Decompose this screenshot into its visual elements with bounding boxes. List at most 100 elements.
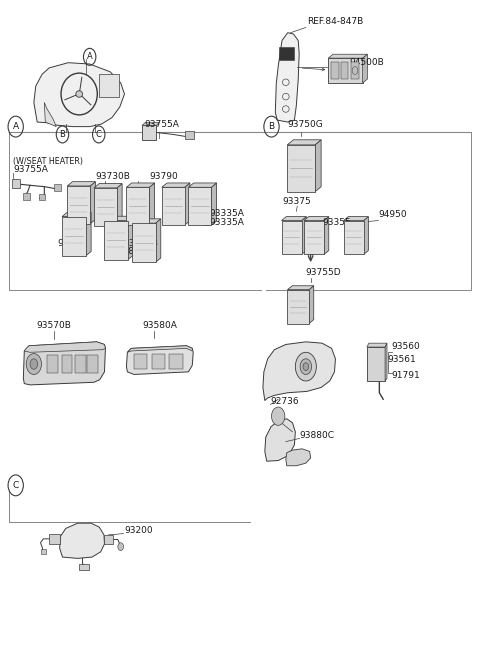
Circle shape	[295, 352, 316, 381]
Text: 93980B: 93980B	[111, 248, 146, 256]
Text: A: A	[87, 52, 93, 62]
Bar	[331, 62, 339, 79]
Polygon shape	[265, 419, 295, 461]
Text: 93335A: 93335A	[209, 209, 244, 218]
Bar	[132, 223, 156, 262]
Text: 93755A: 93755A	[13, 164, 48, 174]
Circle shape	[26, 354, 41, 375]
Polygon shape	[60, 523, 105, 558]
Bar	[279, 47, 294, 60]
Polygon shape	[281, 217, 306, 221]
Polygon shape	[24, 342, 106, 352]
Polygon shape	[324, 217, 329, 254]
Text: 93560: 93560	[392, 342, 420, 351]
Bar	[99, 74, 119, 97]
Text: 92736: 92736	[271, 397, 299, 405]
Bar	[367, 347, 385, 381]
Bar	[152, 354, 165, 369]
Text: 93755A: 93755A	[144, 120, 180, 128]
Polygon shape	[126, 346, 193, 375]
Text: REF.84-847B: REF.84-847B	[307, 17, 363, 26]
Bar	[79, 563, 89, 570]
Bar	[344, 221, 364, 254]
Bar	[47, 355, 58, 373]
Polygon shape	[156, 219, 161, 262]
Text: 93200: 93200	[124, 526, 153, 535]
Bar	[126, 187, 149, 225]
Bar	[281, 221, 301, 254]
Polygon shape	[328, 54, 367, 58]
Text: C: C	[96, 130, 102, 139]
Bar	[341, 62, 348, 79]
Bar	[142, 125, 156, 140]
Text: B: B	[60, 130, 65, 139]
Circle shape	[272, 407, 285, 425]
Text: B: B	[268, 122, 275, 131]
Bar	[61, 355, 72, 373]
Polygon shape	[127, 346, 192, 352]
Polygon shape	[315, 140, 321, 192]
Polygon shape	[94, 183, 122, 188]
Text: 91791: 91791	[392, 371, 420, 380]
Text: 93580A: 93580A	[142, 321, 177, 330]
Text: 93335A: 93335A	[209, 218, 244, 227]
Circle shape	[30, 359, 37, 369]
Bar	[185, 131, 194, 139]
Polygon shape	[286, 449, 311, 466]
Text: 93960B: 93960B	[123, 239, 158, 248]
Polygon shape	[62, 212, 91, 217]
Bar	[62, 217, 86, 255]
Bar	[351, 62, 359, 79]
Polygon shape	[263, 342, 336, 401]
Circle shape	[303, 363, 309, 371]
Polygon shape	[128, 216, 133, 259]
Bar	[104, 535, 113, 544]
Bar	[288, 290, 309, 324]
Bar	[87, 355, 98, 373]
Bar	[38, 194, 45, 200]
Polygon shape	[149, 183, 155, 225]
Polygon shape	[287, 140, 321, 145]
Text: (W/SEAT HEATER): (W/SEAT HEATER)	[13, 157, 84, 166]
Text: 93570B: 93570B	[36, 321, 71, 330]
Polygon shape	[185, 183, 190, 225]
Polygon shape	[276, 33, 299, 122]
Bar	[40, 550, 46, 555]
Text: 93355: 93355	[322, 218, 351, 227]
Bar	[104, 221, 128, 259]
Bar	[67, 186, 90, 224]
Text: 93730B: 93730B	[95, 172, 130, 181]
Bar	[304, 221, 324, 254]
Bar	[134, 354, 147, 369]
Bar	[162, 187, 185, 225]
Bar	[328, 58, 363, 83]
Text: 93880C: 93880C	[300, 431, 335, 440]
Bar	[75, 355, 86, 373]
Polygon shape	[304, 217, 329, 221]
Polygon shape	[117, 183, 122, 226]
Polygon shape	[67, 181, 96, 186]
Polygon shape	[301, 217, 306, 254]
Bar	[287, 145, 315, 192]
Polygon shape	[367, 343, 387, 347]
Polygon shape	[44, 102, 56, 126]
Polygon shape	[126, 183, 155, 187]
Polygon shape	[363, 54, 367, 83]
Bar	[54, 184, 60, 191]
Text: 93375: 93375	[282, 197, 311, 206]
Text: 93755D: 93755D	[306, 268, 341, 276]
Polygon shape	[344, 217, 368, 221]
Polygon shape	[142, 122, 159, 125]
Polygon shape	[385, 343, 387, 381]
Polygon shape	[211, 183, 216, 225]
Bar	[94, 188, 117, 226]
Polygon shape	[364, 217, 368, 254]
Text: 93750G: 93750G	[288, 121, 324, 129]
Polygon shape	[86, 212, 91, 255]
Ellipse shape	[76, 91, 83, 97]
Bar	[169, 354, 183, 369]
Bar	[189, 187, 211, 225]
Bar	[49, 534, 60, 544]
Polygon shape	[90, 181, 96, 224]
Text: C: C	[12, 481, 19, 490]
